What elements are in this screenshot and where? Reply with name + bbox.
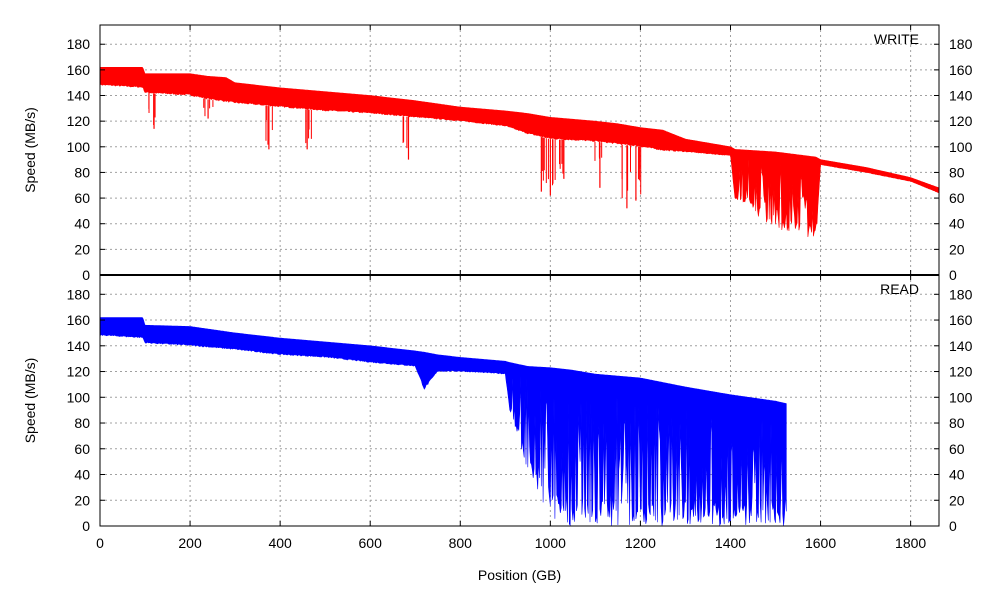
read-y-tick-label-right: 60 — [949, 441, 965, 457]
read-y-tick-label-left: 160 — [67, 312, 91, 328]
write-panel-label: WRITE — [874, 31, 919, 47]
read-x-tick-label: 400 — [268, 535, 292, 551]
write-y-tick-label-right: 100 — [949, 139, 973, 155]
read-y-tick-label-left: 0 — [82, 518, 90, 534]
write-y-axis-title: Speed (MB/s) — [22, 107, 38, 193]
read-x-tick-label: 1400 — [715, 535, 746, 551]
read-x-tick-label: 0 — [96, 535, 104, 551]
write-y-tick-label-left: 100 — [67, 139, 91, 155]
write-y-tick-label-left: 20 — [74, 241, 90, 257]
write-y-tick-label-right: 140 — [949, 88, 973, 104]
read-y-tick-label-left: 60 — [74, 441, 90, 457]
read-y-tick-label-right: 100 — [949, 389, 973, 405]
write-y-tick-label-right: 80 — [949, 164, 965, 180]
read-x-axis-title: Position (GB) — [478, 567, 561, 583]
write-y-tick-label-right: 180 — [949, 36, 973, 52]
write-y-tick-label-left: 0 — [82, 267, 90, 283]
write-y-tick-label-left: 60 — [74, 190, 90, 206]
read-x-tick-label: 1200 — [625, 535, 656, 551]
read-y-tick-label-right: 160 — [949, 312, 973, 328]
write-plot-frame — [99, 24, 940, 276]
write-y-tick-label-left: 40 — [74, 216, 90, 232]
read-x-tick-label: 800 — [449, 535, 473, 551]
read-x-tick-label: 600 — [359, 535, 383, 551]
read-y-tick-label-left: 100 — [67, 389, 91, 405]
read-y-tick-label-right: 80 — [949, 415, 965, 431]
write-y-tick-label-right: 160 — [949, 62, 973, 78]
write-y-tick-label-left: 120 — [67, 113, 91, 129]
read-y-tick-label-left: 120 — [67, 364, 91, 380]
read-y-tick-label-left: 140 — [67, 338, 91, 354]
read-x-tick-label: 1800 — [895, 535, 926, 551]
write-y-tick-label-right: 40 — [949, 216, 965, 232]
write-series-band — [99, 67, 939, 238]
write-y-tick-label-right: 60 — [949, 190, 965, 206]
read-y-tick-label-left: 40 — [74, 467, 90, 483]
read-x-tick-label: 1000 — [535, 535, 566, 551]
read-y-tick-label-left: 80 — [74, 415, 90, 431]
read-x-tick-label: 1600 — [805, 535, 836, 551]
read-y-tick-label-left: 20 — [74, 492, 90, 508]
write-y-tick-label-right: 0 — [949, 267, 957, 283]
write-y-tick-label-right: 20 — [949, 241, 965, 257]
write-y-tick-label-left: 160 — [67, 62, 91, 78]
write-y-tick-label-left: 140 — [67, 88, 91, 104]
read-panel-label: READ — [880, 281, 919, 297]
read-y-axis-title: Speed (MB/s) — [22, 358, 38, 444]
read-y-tick-label-right: 180 — [949, 286, 973, 302]
write-y-tick-label-left: 180 — [67, 36, 91, 52]
read-y-tick-label-right: 40 — [949, 467, 965, 483]
read-y-tick-label-right: 20 — [949, 492, 965, 508]
read-y-tick-label-right: 120 — [949, 364, 973, 380]
read-series-band — [99, 317, 787, 527]
read-y-tick-label-right: 0 — [949, 518, 957, 534]
read-x-tick-label: 200 — [178, 535, 202, 551]
read-y-tick-label-left: 180 — [67, 286, 91, 302]
write-y-tick-label-right: 120 — [949, 113, 973, 129]
write-y-tick-label-left: 80 — [74, 164, 90, 180]
read-y-tick-label-right: 140 — [949, 338, 973, 354]
